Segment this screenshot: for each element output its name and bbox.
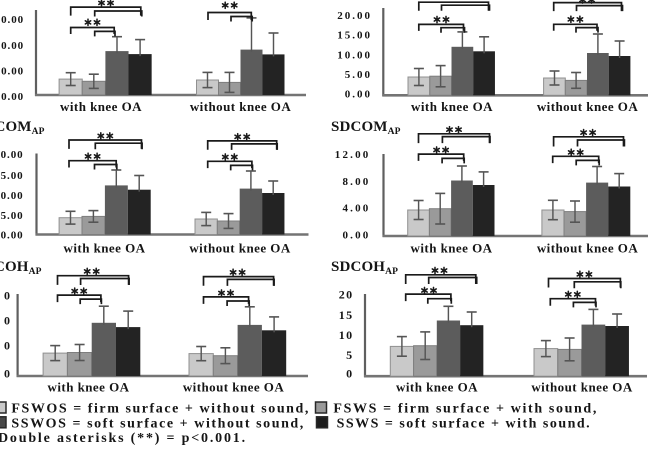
svg-text:0.00: 0.00 <box>1 149 24 161</box>
svg-text:0.00: 0.00 <box>1 230 24 242</box>
svg-text:without knee OA: without knee OA <box>190 99 292 114</box>
svg-text:SSWOS = soft surface + without: SSWOS = soft surface + without sound, <box>11 416 304 431</box>
svg-text:without knee OA: without knee OA <box>537 240 639 255</box>
svg-text:0.00: 0.00 <box>1 190 24 202</box>
svg-text:Double asterisks (**) = p<0.00: Double asterisks (**) = p<0.001. <box>0 431 247 446</box>
svg-text:5: 5 <box>346 348 353 362</box>
svg-text:4.00: 4.00 <box>342 203 370 215</box>
svg-text:FSWS = firm surface + with sou: FSWS = firm surface + with sound, <box>333 402 598 417</box>
svg-text:10: 10 <box>339 328 354 342</box>
svg-text:0: 0 <box>4 366 11 380</box>
svg-text:15: 15 <box>339 308 354 322</box>
svg-text:FSWOS = firm surface + without: FSWOS = firm surface + without sound, <box>11 402 310 417</box>
svg-text:0.00: 0.00 <box>345 89 372 101</box>
svg-text:with knee OA: with knee OA <box>411 99 493 114</box>
svg-text:12.00: 12.00 <box>335 149 371 161</box>
svg-text:without knee OA: without knee OA <box>531 379 633 394</box>
svg-text:10.00: 10.00 <box>337 49 372 61</box>
svg-text:with knee OA: with knee OA <box>48 379 130 394</box>
svg-text:0: 0 <box>4 289 11 303</box>
svg-text:with knee OA: with knee OA <box>64 240 146 255</box>
svg-text:SSWS = soft surface + with sou: SSWS = soft surface + with sound. <box>337 416 592 431</box>
svg-text:0: 0 <box>4 313 11 327</box>
svg-text:with knee OA: with knee OA <box>411 240 493 255</box>
svg-text:0.00: 0.00 <box>342 230 370 242</box>
svg-text:5.00: 5.00 <box>345 69 372 81</box>
svg-text:0.00: 0.00 <box>1 66 24 78</box>
svg-text:8.00: 8.00 <box>342 176 370 188</box>
svg-text:SDCOHAP: SDCOHAP <box>331 259 398 277</box>
svg-text:0.00: 0.00 <box>1 40 24 52</box>
svg-text:0.00: 0.00 <box>1 91 24 103</box>
svg-text:with knee OA: with knee OA <box>396 379 478 394</box>
svg-text:SDCOMAP: SDCOMAP <box>331 119 401 137</box>
svg-text:0: 0 <box>4 339 11 353</box>
svg-text:0.00: 0.00 <box>1 14 24 26</box>
svg-text:without knee OA: without knee OA <box>189 240 291 255</box>
svg-text:20: 20 <box>339 287 354 301</box>
svg-text:5.00: 5.00 <box>1 210 24 222</box>
svg-text:with knee OA: with knee OA <box>60 99 142 114</box>
svg-text:5.00: 5.00 <box>1 170 24 182</box>
svg-text:without knee OA: without knee OA <box>537 99 639 114</box>
svg-text:15.00: 15.00 <box>337 30 372 42</box>
svg-text:0: 0 <box>346 366 353 380</box>
svg-text:without knee OA: without knee OA <box>183 379 285 394</box>
svg-text:20.00: 20.00 <box>337 10 372 22</box>
